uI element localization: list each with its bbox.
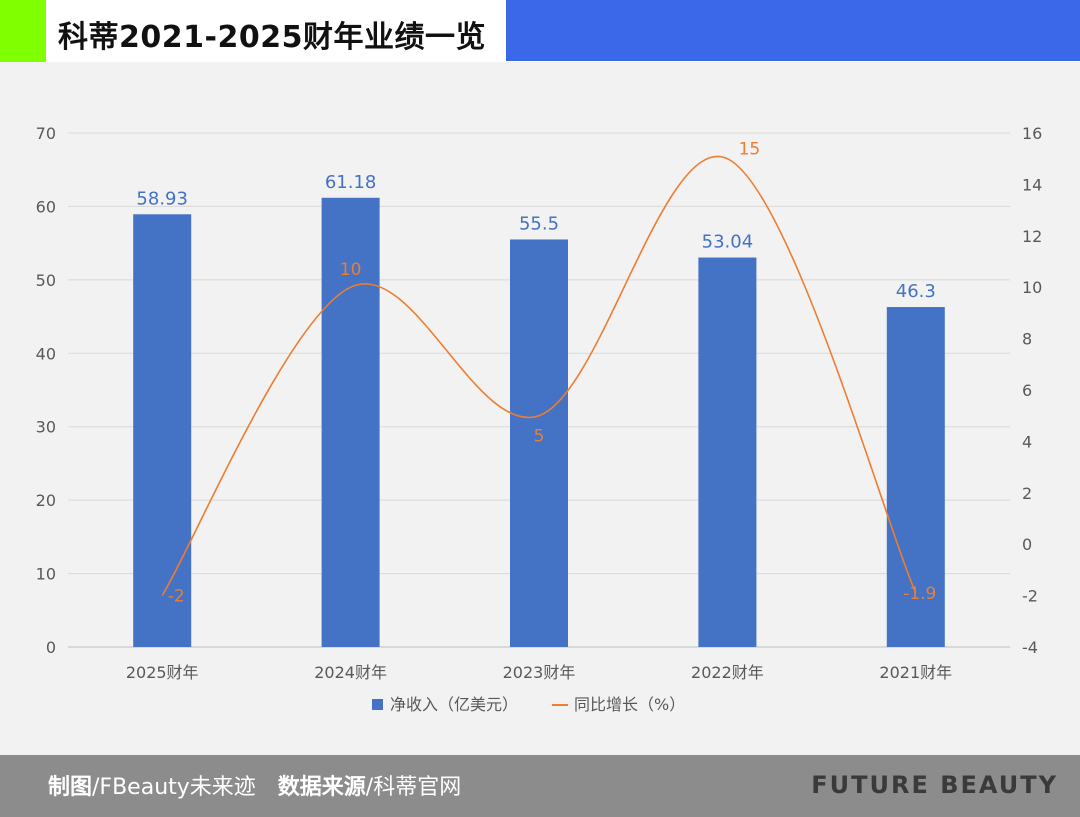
y-right-tick-label: 2 [1022, 484, 1032, 503]
bar-data-label: 58.93 [136, 188, 188, 209]
y-right-tick-label: 16 [1022, 124, 1042, 143]
y-right-tick-label: 10 [1022, 278, 1042, 297]
source-value: /科蒂官网 [365, 775, 462, 800]
x-tick-label: 2022财年 [691, 663, 764, 682]
legend-bar-swatch [372, 699, 383, 710]
source-label: 数据来源 [277, 775, 366, 800]
y-left-tick-label: 50 [36, 271, 56, 290]
y-right-tick-label: 0 [1022, 535, 1032, 554]
bar-data-label: 61.18 [325, 172, 377, 193]
y-right-tick-label: 14 [1022, 175, 1042, 194]
y-right-tick-label: 4 [1022, 432, 1032, 451]
bar [886, 307, 945, 647]
line-data-label: -1.9 [903, 584, 936, 604]
header: 科蒂2021-2025财年业绩一览 [0, 0, 1080, 62]
growth-line [161, 155, 917, 597]
footer-credit: 制图/FBeauty未来迹 数据来源/科蒂官网 [48, 769, 461, 801]
brand-logo-text: FUTURE BEAUTY [811, 771, 1058, 799]
line-data-label: 5 [534, 427, 545, 447]
y-left-tick-label: 0 [46, 638, 56, 657]
x-tick-label: 2021财年 [879, 663, 952, 682]
y-left-tick-label: 30 [36, 418, 56, 437]
legend-bar-label: 净收入（亿美元） [390, 695, 518, 714]
credit-value: /FBeauty未来迹 [92, 775, 256, 800]
line-data-label: 10 [340, 260, 362, 280]
page-title: 科蒂2021-2025财年业绩一览 [58, 20, 486, 55]
credit-label: 制图 [48, 775, 93, 800]
chart: 0 10 20 30 40 50 60 70 -4 -2 0 2 4 6 8 10 12 14 16 2025财年 20… [36, 124, 1043, 714]
line-data-label: 15 [739, 140, 761, 160]
bar [133, 214, 192, 647]
y-left-tick-label: 70 [36, 124, 56, 143]
bar-data-label: 46.3 [896, 281, 936, 302]
header-blue-bar [506, 0, 1080, 61]
y-left-tick-label: 20 [36, 491, 56, 510]
y-right-tick-label: 12 [1022, 227, 1042, 246]
y-right-tick-label: -2 [1022, 587, 1038, 606]
bar [510, 239, 568, 647]
y-right-tick-label: 8 [1022, 330, 1032, 349]
bar [698, 257, 757, 647]
x-tick-label: 2025财年 [126, 663, 199, 682]
footer: 制图/FBeauty未来迹 数据来源/科蒂官网 FUTURE BEAUTY [0, 755, 1080, 817]
y-left-tick-label: 10 [36, 565, 56, 584]
x-tick-label: 2023财年 [503, 663, 576, 682]
y-right-tick-label: 6 [1022, 381, 1032, 400]
legend-line-label: 同比增长（%） [574, 695, 685, 714]
y-left-tick-label: 60 [36, 197, 56, 216]
x-tick-label: 2024财年 [314, 663, 387, 682]
bar-data-label: 55.5 [519, 213, 559, 234]
y-left-tick-label: 40 [36, 344, 56, 363]
y-right-tick-label: -4 [1022, 638, 1038, 657]
header-accent-block [0, 0, 46, 62]
line-data-label: -2 [168, 587, 185, 607]
bar [321, 197, 380, 647]
bar-data-label: 53.04 [702, 232, 754, 253]
